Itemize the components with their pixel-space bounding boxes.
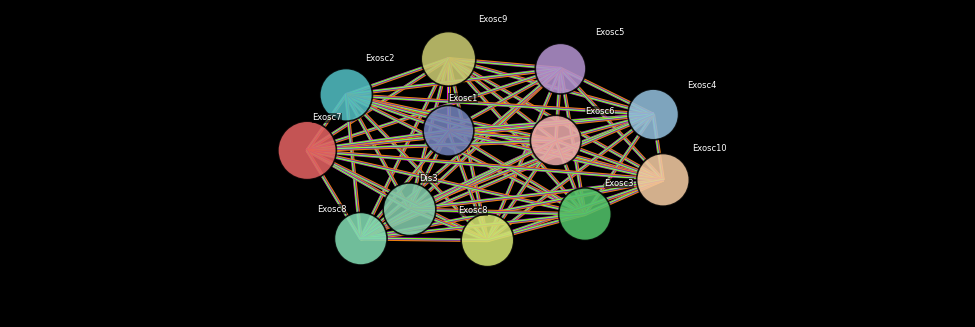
Ellipse shape bbox=[637, 153, 689, 206]
Ellipse shape bbox=[334, 212, 387, 265]
Text: Exosc5: Exosc5 bbox=[595, 28, 624, 37]
Text: Exosc8: Exosc8 bbox=[458, 206, 488, 215]
Ellipse shape bbox=[461, 214, 514, 267]
Ellipse shape bbox=[421, 32, 476, 86]
Ellipse shape bbox=[628, 89, 679, 140]
Text: Exosc2: Exosc2 bbox=[366, 54, 395, 63]
Ellipse shape bbox=[320, 68, 372, 121]
Ellipse shape bbox=[278, 121, 336, 180]
Text: Exosc3: Exosc3 bbox=[604, 179, 634, 188]
Text: Exosc8: Exosc8 bbox=[317, 205, 346, 214]
Ellipse shape bbox=[423, 105, 474, 156]
Ellipse shape bbox=[535, 43, 586, 94]
Text: Exosc1: Exosc1 bbox=[448, 94, 478, 103]
Text: Exosc7: Exosc7 bbox=[312, 113, 341, 122]
Text: Exosc6: Exosc6 bbox=[585, 107, 614, 116]
Ellipse shape bbox=[559, 188, 611, 241]
Text: Dis3: Dis3 bbox=[419, 174, 438, 183]
Ellipse shape bbox=[383, 183, 436, 236]
Ellipse shape bbox=[530, 115, 581, 166]
Text: Exosc4: Exosc4 bbox=[687, 80, 717, 90]
Text: Exosc9: Exosc9 bbox=[478, 15, 507, 24]
Text: Exosc10: Exosc10 bbox=[692, 144, 727, 153]
